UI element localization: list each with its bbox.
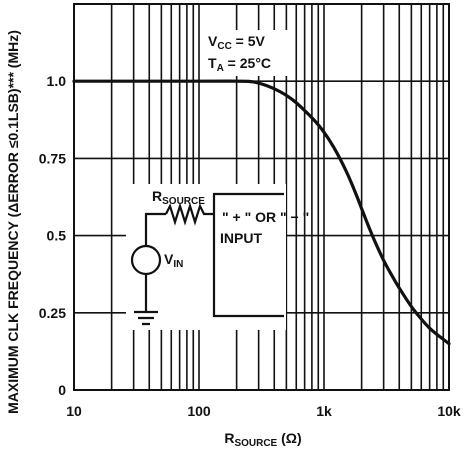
vin-label: VIN xyxy=(164,251,183,270)
input-label: INPUT xyxy=(220,230,262,246)
input-polarity-label: " + " OR " − " xyxy=(222,209,309,225)
y-tick-label: 0.5 xyxy=(47,228,67,244)
inset-schematic-background xyxy=(126,184,286,330)
plot-frame xyxy=(73,3,450,391)
ta-annotation: TA = 25°C xyxy=(208,55,271,74)
x-tick-label: 100 xyxy=(187,403,211,419)
resistor-symbol xyxy=(165,202,214,226)
input-bracket xyxy=(212,192,284,318)
vcc-annotation: VCC = 5V xyxy=(208,33,266,52)
y-axis-label: MAXIMUM CLK FREQUENCY (ΔERROR ≤0.1LSB)**… xyxy=(5,30,21,414)
y-tick-label: 1.0 xyxy=(47,73,67,89)
x-tick-label: 10 xyxy=(66,403,82,419)
y-tick-label: 0.25 xyxy=(39,305,66,321)
x-tick-labels: 10 100 1k 10k xyxy=(66,403,461,419)
y-tick-labels: 0 0.25 0.5 0.75 1.0 xyxy=(39,73,66,398)
conditions-background xyxy=(204,30,292,76)
x-axis-label: RSOURCE (Ω) xyxy=(224,430,301,449)
ground-symbol xyxy=(134,310,158,326)
y-tick-label: 0.75 xyxy=(39,150,66,166)
x-tick-label: 10k xyxy=(437,403,461,419)
series-line xyxy=(72,79,451,346)
rsource-label: RSOURCE xyxy=(152,188,205,207)
inset-schematic: RSOURCE VIN " + " OR " − " INPUT xyxy=(130,188,309,326)
x-tick-label: 1k xyxy=(316,403,332,419)
vin-top-wire xyxy=(144,212,166,246)
y-tick-label: 0 xyxy=(58,382,66,398)
